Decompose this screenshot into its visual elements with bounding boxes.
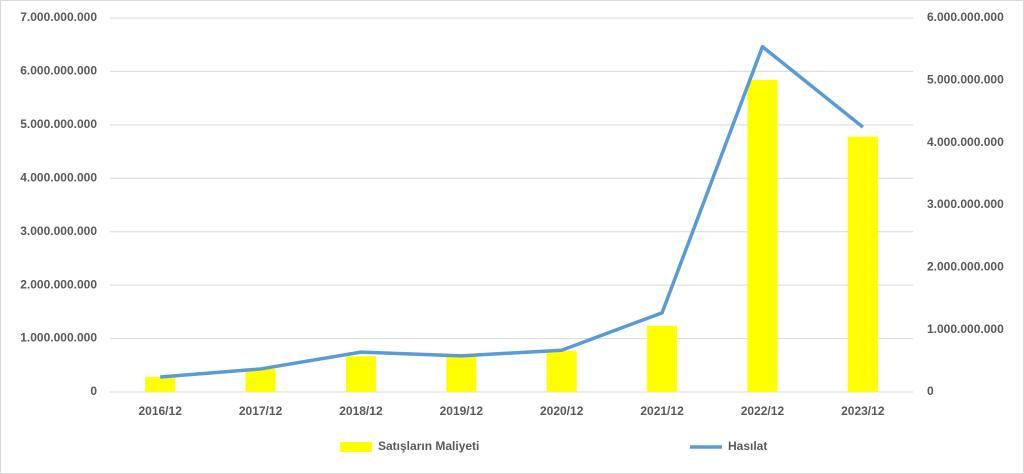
x-tick-label: 2020/12 — [540, 404, 584, 418]
bar — [847, 136, 878, 392]
bar — [345, 356, 376, 392]
y-tick-label: 1.000.000.000 — [20, 331, 97, 345]
y2-tick-label: 0 — [927, 384, 934, 398]
y-tick-label: 7.000.000.000 — [20, 10, 97, 24]
legend-swatch — [340, 442, 372, 452]
x-tick-label: 2023/12 — [841, 404, 885, 418]
y2-tick-label: 3.000.000.000 — [927, 197, 1004, 211]
y-tick-label: 0 — [90, 384, 97, 398]
y2-tick-label: 4.000.000.000 — [927, 135, 1004, 149]
y-tick-label: 5.000.000.000 — [20, 117, 97, 131]
bar — [145, 377, 176, 392]
y-tick-label: 6.000.000.000 — [20, 64, 97, 78]
y-tick-label: 2.000.000.000 — [20, 277, 97, 291]
x-tick-label: 2019/12 — [440, 404, 484, 418]
x-tick-label: 2017/12 — [239, 404, 283, 418]
bar — [747, 79, 778, 392]
y-tick-label: 4.000.000.000 — [20, 170, 97, 184]
line — [160, 44, 864, 379]
y-tick-label: 3.000.000.000 — [20, 224, 97, 238]
x-tick-label: 2022/12 — [741, 404, 785, 418]
bar — [647, 325, 678, 392]
y2-tick-label: 2.000.000.000 — [927, 260, 1004, 274]
bar — [245, 369, 276, 392]
bar — [546, 350, 577, 392]
y2-tick-label: 1.000.000.000 — [927, 322, 1004, 336]
x-tick-label: 2018/12 — [339, 404, 383, 418]
y2-tick-label: 6.000.000.000 — [927, 10, 1004, 24]
y2-tick-label: 5.000.000.000 — [927, 73, 1004, 87]
legend-label: Hasılat — [728, 439, 767, 453]
legend-label: Satışların Maliyeti — [378, 439, 479, 453]
x-tick-label: 2016/12 — [138, 404, 182, 418]
bar — [446, 356, 477, 392]
x-tick-label: 2021/12 — [640, 404, 684, 418]
